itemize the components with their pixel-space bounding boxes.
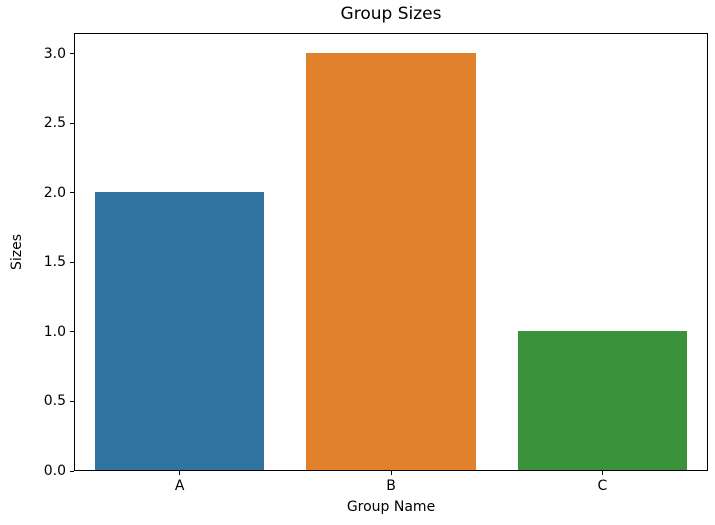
x-tick-label: C: [597, 478, 608, 494]
bar-b: [306, 52, 476, 470]
y-tick-mark: [70, 122, 74, 124]
x-tick-mark: [601, 471, 603, 475]
y-tick-label: 2.5: [43, 115, 66, 132]
y-tick-label: 1.0: [43, 323, 66, 340]
y-tick-label: 2.0: [43, 184, 66, 201]
x-axis-label: Group Name: [346, 499, 436, 515]
x-tick-mark: [179, 471, 181, 475]
x-tick-mark: [390, 471, 392, 475]
y-tick-label: 3.0: [43, 45, 66, 62]
y-tick-label: 0.5: [43, 393, 66, 410]
x-tick-label: A: [174, 478, 185, 494]
plot-area: [74, 33, 708, 471]
chart-title: Group Sizes: [340, 4, 442, 24]
y-tick-label: 1.5: [43, 254, 66, 271]
y-tick-mark: [70, 261, 74, 263]
y-tick-mark: [70, 53, 74, 55]
bar-c: [517, 330, 687, 470]
x-tick-label: B: [386, 478, 396, 494]
y-tick-mark: [70, 331, 74, 333]
y-tick-label: 0.0: [43, 463, 66, 479]
y-tick-mark: [70, 470, 74, 472]
bar-a: [95, 191, 265, 470]
y-tick-mark: [70, 400, 74, 402]
y-tick-mark: [70, 192, 74, 194]
